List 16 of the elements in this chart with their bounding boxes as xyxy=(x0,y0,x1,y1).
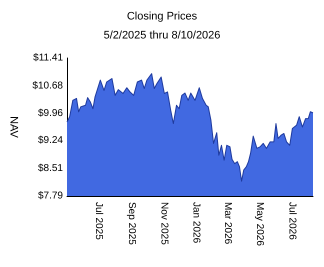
chart-subtitle: 5/2/2025 thru 8/10/2026 xyxy=(104,30,220,42)
y-axis-title: NAV xyxy=(8,116,20,139)
x-tick-label: Sep 2025 xyxy=(126,202,138,246)
y-tick-label: $9.96 xyxy=(38,108,64,119)
x-tick-label: Jul 2026 xyxy=(286,202,298,240)
chart-title: Closing Prices xyxy=(126,10,198,22)
y-tick-label: $9.24 xyxy=(38,135,64,146)
x-tick-label: Jul 2025 xyxy=(93,202,104,240)
x-tick-label: Mar 2026 xyxy=(222,202,233,245)
x-tick-label: May 2026 xyxy=(254,202,266,246)
x-tick-label: Jan 2026 xyxy=(190,202,202,244)
y-tick-label: $7.79 xyxy=(38,190,64,202)
x-tick-label: Nov 2025 xyxy=(158,202,170,246)
y-tick-label: $11.41 xyxy=(33,52,64,64)
y-tick-label: $8.51 xyxy=(38,163,64,174)
y-tick-label: $10.68 xyxy=(32,80,64,92)
